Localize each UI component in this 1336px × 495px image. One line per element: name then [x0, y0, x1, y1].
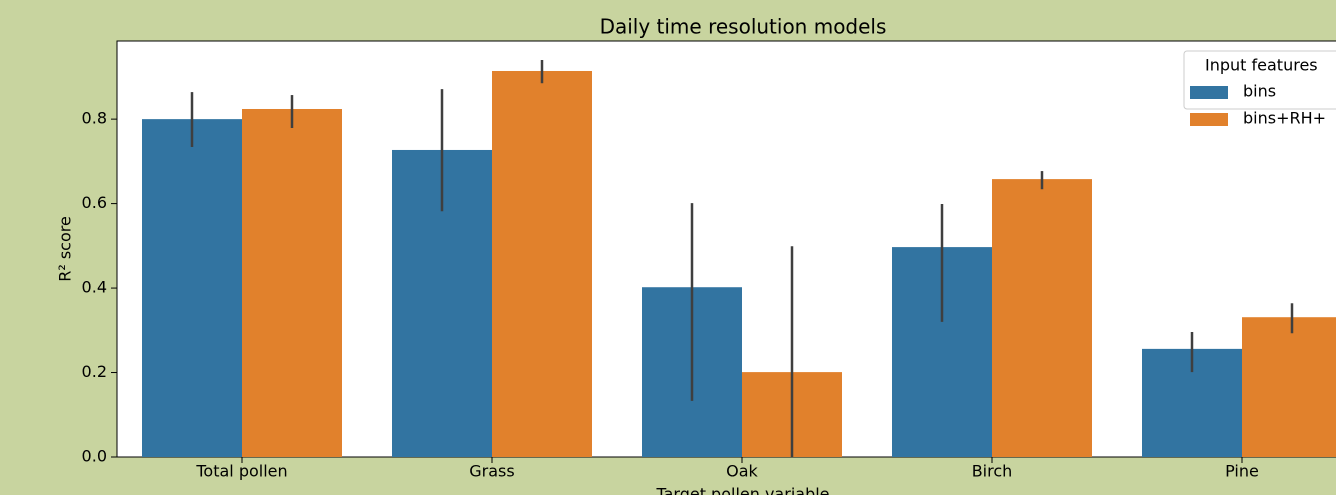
x-tick-label: Birch	[972, 462, 1013, 481]
bar	[142, 119, 242, 457]
bar	[242, 108, 342, 457]
y-tick-label: 0.6	[82, 193, 107, 212]
bar	[1242, 317, 1336, 457]
bar	[492, 70, 592, 458]
x-tick-label: Grass	[469, 462, 514, 481]
x-tick-label: Oak	[726, 462, 758, 481]
y-axis-label: R² score	[56, 216, 75, 282]
x-tick-label: Pine	[1225, 462, 1259, 481]
x-tick-label: Total pollen	[195, 462, 287, 481]
legend-label: bins	[1243, 82, 1276, 101]
legend-label: bins+RH+	[1243, 109, 1326, 128]
y-tick-label: 0.4	[82, 278, 107, 297]
bar	[992, 179, 1092, 457]
y-tick-label: 0.2	[82, 362, 107, 381]
legend-swatch	[1190, 113, 1228, 126]
chart-title: Daily time resolution models	[600, 15, 887, 39]
y-tick-label: 0.8	[82, 109, 107, 128]
x-axis-label: Target pollen variable	[655, 485, 829, 495]
legend-title: Input features	[1205, 56, 1318, 75]
y-tick-label: 0.0	[82, 447, 107, 466]
legend-swatch	[1190, 86, 1228, 99]
